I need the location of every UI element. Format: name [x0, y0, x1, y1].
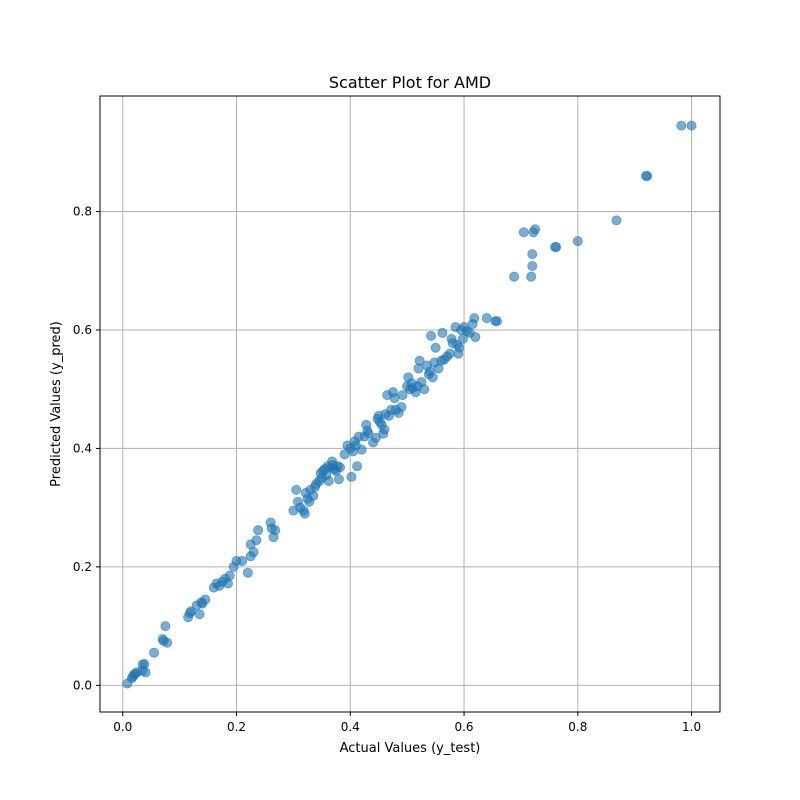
y-axis-ticks: 0.0 0.2 0.4 0.6 0.8	[73, 205, 100, 692]
scatter-point	[530, 224, 541, 235]
y-tick-label: 0.8	[73, 205, 92, 219]
x-tick-label: 1.0	[682, 720, 701, 734]
chart-title: Scatter Plot for AMD	[329, 73, 491, 92]
scatter-point	[518, 227, 529, 238]
scatter-point	[224, 570, 235, 581]
scatter-point	[470, 332, 481, 343]
scatter-point	[194, 609, 205, 620]
scatter-point	[481, 313, 492, 324]
scatter-point	[352, 461, 363, 472]
scatter-point	[242, 567, 253, 578]
scatter-point	[611, 215, 622, 226]
scatter-point	[270, 525, 281, 536]
scatter-point	[253, 525, 264, 536]
scatter-point	[162, 637, 173, 648]
y-tick-label: 0.2	[73, 560, 92, 574]
scatter-point	[551, 242, 562, 253]
scatter-point	[430, 342, 441, 353]
scatter-point	[160, 621, 171, 632]
scatter-point	[469, 313, 480, 324]
scatter-point	[676, 120, 687, 131]
scatter-point	[414, 355, 425, 366]
data-points	[122, 120, 697, 689]
y-tick-label: 0.4	[73, 441, 92, 455]
scatter-point	[149, 647, 160, 658]
scatter-point	[396, 401, 407, 412]
scatter-point	[245, 539, 256, 550]
scatter-point	[346, 471, 357, 482]
y-tick-label: 0.0	[73, 678, 92, 692]
x-axis-ticks: 0.0 0.2 0.4 0.6 0.8 1.0	[113, 712, 701, 734]
x-tick-label: 0.0	[113, 720, 132, 734]
scatter-point	[333, 474, 344, 485]
plot-frame	[99, 95, 721, 713]
grid-lines	[100, 96, 720, 712]
scatter-point	[299, 508, 310, 519]
scatter-point	[454, 342, 465, 353]
scatter-point	[437, 327, 448, 338]
scatter-point	[200, 594, 211, 605]
scatter-point	[509, 271, 520, 282]
scatter-point	[642, 170, 653, 181]
scatter-point	[237, 555, 248, 566]
scatter-point	[527, 260, 538, 271]
scatter-point	[426, 330, 437, 341]
scatter-point	[397, 390, 408, 401]
scatter-point	[419, 384, 430, 395]
scatter-point	[526, 271, 537, 282]
scatter-point	[492, 316, 503, 327]
x-tick-label: 0.6	[454, 720, 473, 734]
scatter-point	[457, 333, 468, 344]
scatter-point	[323, 475, 334, 486]
x-tick-label: 0.8	[568, 720, 587, 734]
scatter-point	[527, 249, 538, 260]
scatter-point	[291, 484, 302, 495]
scatter-point	[444, 348, 455, 359]
scatter-point	[572, 236, 583, 247]
y-tick-label: 0.6	[73, 323, 92, 337]
y-axis-label: Predicted Values (y_pred)	[49, 321, 64, 487]
scatter-point	[356, 444, 367, 455]
x-axis-label: Actual Values (y_test)	[340, 741, 481, 756]
scatter-point	[379, 424, 390, 435]
scatter-point	[686, 120, 697, 131]
scatter-point	[140, 667, 151, 678]
x-tick-label: 0.2	[227, 720, 246, 734]
x-tick-label: 0.4	[341, 720, 360, 734]
scatter-point	[335, 462, 346, 473]
scatter-point	[427, 372, 438, 383]
scatter-point	[308, 490, 319, 501]
